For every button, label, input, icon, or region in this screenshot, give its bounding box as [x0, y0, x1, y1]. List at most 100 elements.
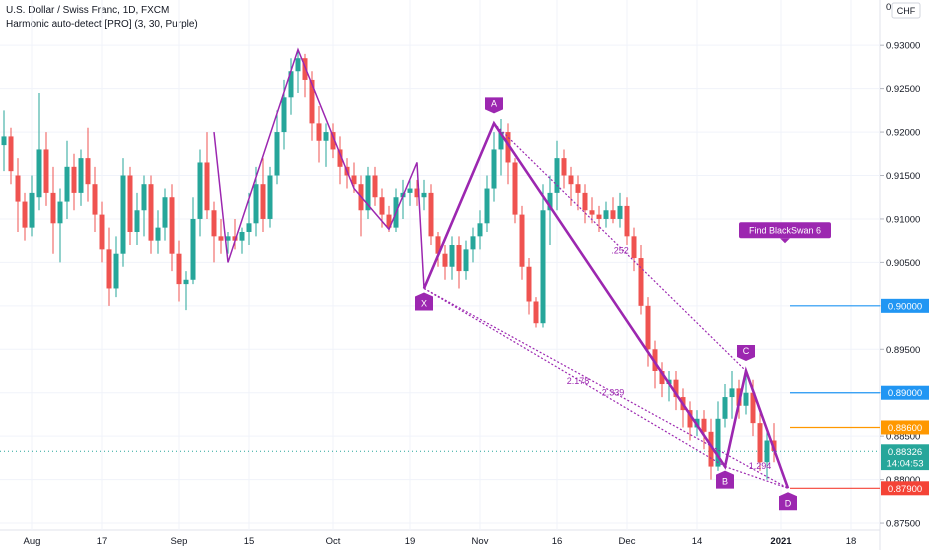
- candle-body: [1, 136, 7, 146]
- x-tick-label: 17: [97, 536, 108, 547]
- y-tick-label: 0.91000: [886, 214, 920, 225]
- x-tick-label: 2021: [770, 536, 792, 547]
- candle-body: [211, 210, 217, 237]
- y-tick-label: 0.92000: [886, 128, 920, 139]
- candle-body: [274, 132, 280, 176]
- candle-body: [15, 175, 21, 202]
- symbol-title: U.S. Dollar / Swiss Franc, 1D, FXCM: [6, 5, 170, 16]
- candle-body: [99, 214, 105, 250]
- candle-body: [246, 223, 252, 232]
- candle-body: [190, 218, 196, 280]
- y-tick-label: 0.88000: [886, 475, 920, 486]
- candle-body: [449, 245, 455, 267]
- price-label-box: [881, 444, 929, 459]
- candle-body: [57, 201, 63, 224]
- candle-body: [491, 149, 497, 189]
- ratio-label: 1.294: [749, 461, 772, 471]
- ratio-line: [423, 287, 789, 489]
- candle-body: [106, 249, 112, 289]
- currency-button[interactable]: [891, 2, 921, 19]
- y-tick-label: 0.87500: [886, 519, 920, 530]
- ratio-label: 2.339: [602, 387, 625, 397]
- candle-body: [64, 166, 70, 202]
- pattern-point-a: [485, 97, 503, 114]
- candle-body: [183, 279, 189, 285]
- candle-body: [687, 410, 693, 428]
- candle-body: [197, 162, 203, 219]
- candle-body: [484, 188, 490, 224]
- price-label: 0.90000: [888, 301, 922, 312]
- candle-body: [435, 236, 441, 254]
- pattern-point-label: X: [421, 298, 427, 308]
- candle-body: [379, 197, 385, 215]
- candle-body: [421, 192, 427, 198]
- candle-body: [162, 197, 168, 228]
- pattern-point-c: [737, 345, 755, 361]
- candle-body: [414, 188, 420, 198]
- candle-body: [337, 149, 343, 167]
- candle-body: [78, 158, 84, 193]
- candle-body: [309, 79, 315, 124]
- candle-body: [596, 214, 602, 219]
- candle-body: [617, 205, 623, 219]
- candle-body: [365, 175, 371, 211]
- candle-body: [141, 184, 147, 211]
- candle-body: [155, 227, 161, 241]
- candle-body: [176, 253, 182, 285]
- candle-body: [526, 266, 532, 302]
- candle-body: [764, 440, 770, 463]
- candle-body: [22, 201, 28, 228]
- x-tick-label: 16: [552, 536, 563, 547]
- candle-body: [470, 236, 476, 250]
- candle-body: [533, 301, 539, 324]
- ratio-line: [724, 466, 789, 489]
- candle-body: [519, 214, 525, 267]
- candle-body: [750, 392, 756, 424]
- candle-body: [561, 158, 567, 176]
- price-label: 14:04:53: [887, 459, 924, 470]
- candle-body: [610, 210, 616, 219]
- ratio-line: [493, 122, 747, 372]
- candle-body: [218, 236, 224, 241]
- candle-body: [407, 188, 413, 193]
- candle-body: [267, 175, 273, 219]
- candle-body: [673, 379, 679, 398]
- pattern-point-label: D: [785, 498, 792, 508]
- price-label-box: [881, 298, 929, 313]
- candle-body: [631, 236, 637, 259]
- candle-body: [477, 223, 483, 237]
- pattern-point-label: A: [491, 98, 497, 108]
- y-tick-label: 0.93000: [886, 41, 920, 52]
- candle-body: [120, 175, 126, 254]
- candle-body: [589, 210, 595, 215]
- annotation-box: [739, 222, 831, 239]
- x-tick-label: Nov: [472, 536, 489, 547]
- candle-body: [701, 418, 707, 432]
- annotation-text: Find BlackSwan 6: [749, 225, 821, 235]
- candle-body: [428, 192, 434, 237]
- ratio-label: 2.178: [567, 376, 590, 386]
- candle-body: [708, 431, 714, 467]
- candle-body: [281, 97, 287, 133]
- y-tick-label: 0.92500: [886, 84, 920, 95]
- candle-body: [372, 175, 378, 198]
- candle-body: [36, 149, 42, 198]
- candle-body: [134, 210, 140, 232]
- candle-body: [743, 392, 749, 406]
- candle-body: [498, 132, 504, 150]
- candle-body: [302, 58, 308, 80]
- x-tick-label: Dec: [619, 536, 636, 547]
- pattern-point-d: [779, 492, 797, 511]
- price-label: 0.89000: [888, 388, 922, 399]
- x-tick-label: 18: [846, 536, 857, 547]
- pattern-point-b: [716, 470, 734, 489]
- price-label-box: [881, 456, 929, 471]
- candle-body: [757, 423, 763, 463]
- candle-body: [253, 184, 259, 224]
- candle-body: [582, 192, 588, 211]
- candle-body: [722, 397, 728, 419]
- x-tick-label: 19: [405, 536, 416, 547]
- candle-body: [540, 210, 546, 324]
- price-label: 0.88326: [888, 447, 922, 458]
